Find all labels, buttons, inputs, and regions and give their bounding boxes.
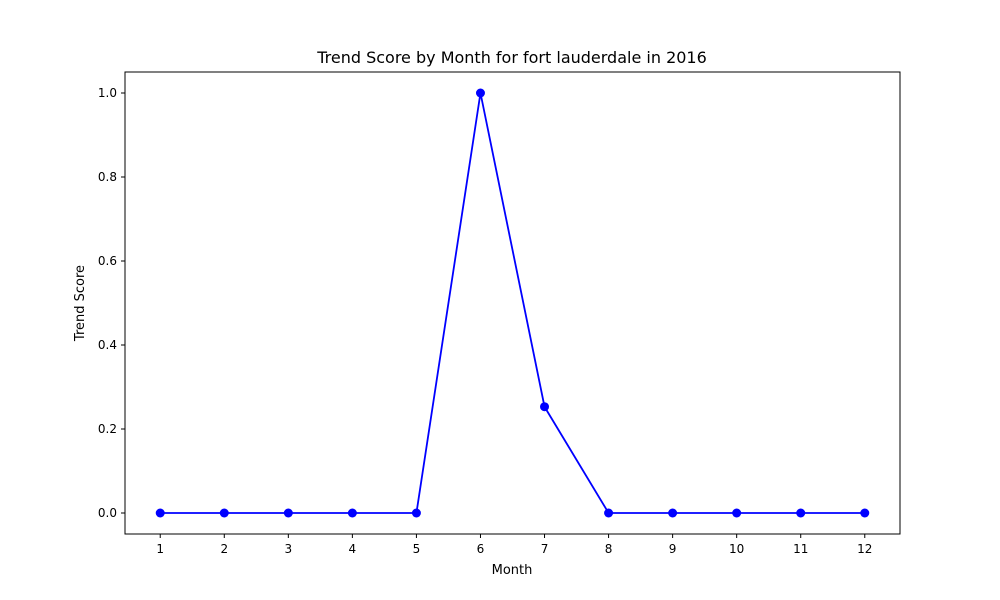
x-tick-label: 6: [477, 542, 485, 556]
x-tick-label: 12: [857, 542, 872, 556]
data-point: [604, 508, 614, 518]
data-point: [540, 402, 550, 412]
x-axis-label: Month: [492, 563, 533, 578]
series-layer: [155, 88, 870, 518]
y-tick-label: 0.8: [98, 170, 117, 184]
x-tick-label: 1: [156, 542, 164, 556]
data-point: [796, 508, 806, 518]
y-tick-label: 0.2: [98, 422, 117, 436]
x-tick-label: 4: [349, 542, 357, 556]
data-point: [411, 508, 421, 518]
x-tick-label: 7: [541, 542, 549, 556]
y-tick-label: 0.4: [98, 338, 117, 352]
data-point: [155, 508, 165, 518]
data-point: [475, 88, 485, 98]
y-tick-label: 0.6: [98, 254, 117, 268]
data-point: [668, 508, 678, 518]
x-tick-label: 8: [605, 542, 613, 556]
y-tick-label: 1.0: [98, 86, 117, 100]
chart-title: Trend Score by Month for fort lauderdale…: [316, 48, 707, 67]
y-axis-label: Trend Score: [73, 265, 88, 342]
x-tick-label: 11: [793, 542, 808, 556]
series-line: [160, 92, 865, 514]
data-point: [860, 508, 870, 518]
x-tick-label: 5: [413, 542, 421, 556]
y-tick-label: 0.0: [98, 506, 117, 520]
data-point: [347, 508, 357, 518]
data-point: [732, 508, 742, 518]
x-tick-label: 9: [669, 542, 677, 556]
x-tick-label: 3: [285, 542, 293, 556]
x-tick-label: 2: [220, 542, 228, 556]
plot-area-frame: [124, 71, 901, 535]
y-axis: 0.0 0.2 0.4 0.6 0.8 1.0: [98, 86, 125, 520]
x-tick-label: 10: [729, 542, 744, 556]
x-axis: 1 2 3 4 5 6 7 8 9 10 11 12: [156, 534, 872, 556]
data-point: [283, 508, 293, 518]
data-point: [219, 508, 229, 518]
